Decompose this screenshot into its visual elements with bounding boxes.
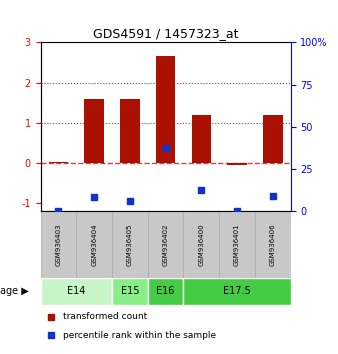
Text: GSM936400: GSM936400: [198, 223, 204, 266]
Bar: [255, 211, 291, 278]
Point: [234, 208, 240, 213]
Text: E17.5: E17.5: [223, 286, 251, 296]
Bar: [41, 278, 112, 305]
Point: [199, 188, 204, 193]
Bar: [184, 211, 219, 278]
Bar: [156, 57, 175, 162]
Text: E14: E14: [67, 286, 86, 296]
Text: GSM936402: GSM936402: [163, 223, 169, 266]
Bar: [227, 162, 247, 165]
Bar: [219, 211, 255, 278]
Title: GDS4591 / 1457323_at: GDS4591 / 1457323_at: [93, 27, 238, 40]
Point: [163, 145, 168, 151]
Point: [270, 194, 275, 199]
Bar: [84, 99, 104, 162]
Bar: [76, 211, 112, 278]
Text: GSM936401: GSM936401: [234, 223, 240, 266]
Text: GSM936406: GSM936406: [270, 223, 276, 266]
Bar: [112, 211, 148, 278]
Bar: [263, 115, 283, 162]
Text: E15: E15: [121, 286, 139, 296]
Point: [56, 208, 61, 213]
Text: age ▶: age ▶: [0, 286, 29, 296]
Text: GSM936403: GSM936403: [55, 223, 62, 266]
Text: percentile rank within the sample: percentile rank within the sample: [63, 331, 216, 339]
Text: E16: E16: [156, 286, 175, 296]
Bar: [192, 115, 211, 162]
Text: GSM936405: GSM936405: [127, 223, 133, 266]
Bar: [112, 278, 148, 305]
Point: [127, 199, 132, 204]
Bar: [148, 278, 184, 305]
Text: GSM936404: GSM936404: [91, 223, 97, 266]
Bar: [41, 211, 76, 278]
Point: [92, 194, 97, 200]
Bar: [148, 211, 184, 278]
Bar: [120, 99, 140, 162]
Bar: [184, 278, 291, 305]
Text: transformed count: transformed count: [63, 312, 147, 321]
Point: [48, 314, 53, 319]
Point: [48, 332, 53, 338]
